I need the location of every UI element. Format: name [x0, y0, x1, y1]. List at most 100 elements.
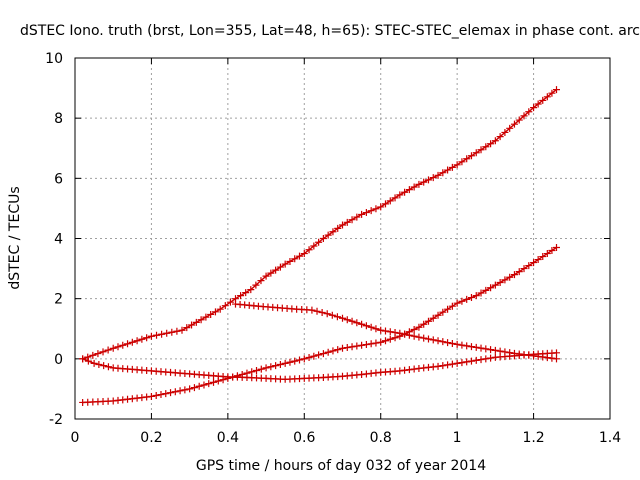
- data-point: [200, 381, 208, 389]
- data-point: [353, 342, 361, 350]
- data-point: [448, 163, 456, 171]
- data-point: [501, 276, 509, 284]
- data-point: [324, 231, 332, 239]
- data-point: [487, 354, 495, 362]
- data-point: [147, 332, 155, 340]
- data-point: [477, 356, 485, 364]
- axes: 0 0.2 0.4 0.6 0.8 1 1.2 1.4 -2 0 2 4 6 8 10: [45, 51, 621, 446]
- data-point: [458, 297, 466, 305]
- data-point: [94, 350, 102, 358]
- data-point: [205, 380, 213, 388]
- data-point: [343, 316, 351, 324]
- data-point: [477, 344, 485, 352]
- data-point: [84, 353, 92, 361]
- data-point: [525, 262, 533, 270]
- data-point: [109, 344, 117, 352]
- data-point: [339, 344, 346, 352]
- data-point: [157, 391, 165, 399]
- y-tick-label: 8: [54, 111, 63, 127]
- data-point: [186, 385, 194, 393]
- data-point: [181, 386, 189, 394]
- data-point: [119, 341, 127, 349]
- data-point: [358, 210, 366, 218]
- data-point: [168, 328, 176, 336]
- data-point: [348, 216, 356, 224]
- series-line: [82, 89, 557, 360]
- data-point: [99, 348, 107, 356]
- data-point: [272, 362, 280, 370]
- data-point: [362, 322, 370, 330]
- data-point: [396, 367, 404, 375]
- data-point: [420, 334, 428, 342]
- data-point: [543, 354, 551, 362]
- data-point: [410, 183, 418, 191]
- data-point: [79, 355, 87, 363]
- data-point: [424, 317, 432, 325]
- data-point: [472, 343, 480, 351]
- data-point: [477, 289, 485, 297]
- x-tick-label: 0.6: [293, 430, 315, 446]
- data-point: [192, 318, 200, 326]
- data-series: [79, 349, 560, 383]
- data-point: [410, 332, 418, 340]
- data-point: [276, 360, 284, 368]
- data-point: [467, 357, 475, 365]
- data-point: [334, 224, 342, 232]
- data-point: [487, 346, 495, 354]
- data-point: [444, 305, 452, 313]
- data-point: [242, 289, 250, 297]
- data-point: [315, 351, 323, 359]
- data-point: [553, 349, 560, 357]
- data-point: [525, 108, 533, 116]
- data-point: [377, 203, 385, 211]
- data-series: [79, 244, 560, 406]
- data-point: [324, 348, 332, 356]
- data-point: [291, 255, 299, 263]
- data-point: [506, 124, 514, 132]
- data-point: [515, 116, 523, 124]
- data-point: [128, 338, 136, 346]
- data-point: [353, 319, 361, 327]
- data-point: [520, 265, 528, 273]
- data-point: [367, 207, 375, 215]
- data-point: [553, 86, 560, 94]
- data-point: [386, 197, 394, 205]
- data-point: [207, 310, 215, 318]
- data-point: [530, 104, 538, 112]
- data-point: [286, 257, 294, 265]
- y-axis-label: dSTEC / TECUs: [7, 186, 23, 289]
- data-point: [444, 166, 452, 174]
- x-tick-label: 0.8: [370, 430, 392, 446]
- data-point: [171, 388, 179, 396]
- data-point: [472, 292, 480, 300]
- data-point: [315, 238, 323, 246]
- data-point: [114, 343, 122, 351]
- data-point: [124, 340, 132, 348]
- data-point: [305, 246, 313, 254]
- data-point: [296, 252, 304, 260]
- data-point: [173, 327, 181, 335]
- data-point: [506, 273, 514, 281]
- data-point: [367, 323, 375, 331]
- data-point: [482, 143, 490, 151]
- data-point: [391, 329, 399, 337]
- data-point: [429, 336, 437, 344]
- data-point: [178, 326, 186, 334]
- y-tick-label: 4: [54, 232, 63, 248]
- data-point: [281, 359, 289, 367]
- data-point: [401, 330, 409, 338]
- data-point: [367, 340, 375, 348]
- data-point: [482, 286, 490, 294]
- data-point: [491, 346, 499, 354]
- data-point: [405, 331, 413, 339]
- data-point: [95, 360, 103, 368]
- y-tick-label: 2: [54, 292, 63, 308]
- x-tick-label: 1.2: [522, 430, 544, 446]
- data-point: [152, 391, 160, 399]
- data-point: [153, 331, 161, 339]
- data-point: [482, 355, 490, 363]
- data-point: [210, 378, 218, 386]
- data-point: [348, 317, 356, 325]
- data-point: [467, 343, 475, 351]
- data-point: [358, 320, 366, 328]
